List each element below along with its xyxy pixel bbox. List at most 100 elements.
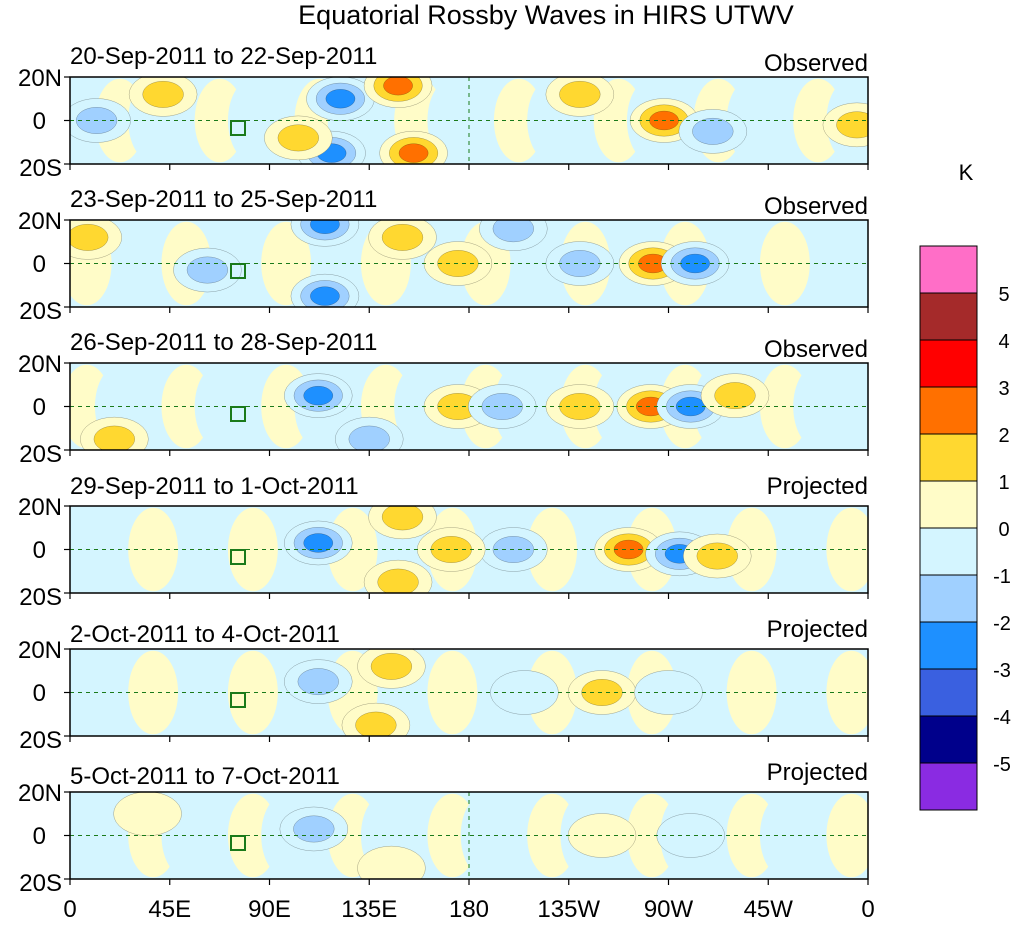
anomaly-band [70, 793, 112, 878]
anomaly-contour [656, 813, 725, 858]
anomaly-contour [357, 845, 426, 879]
anomaly-contour [398, 143, 429, 163]
anomaly-contour [293, 815, 335, 843]
anomaly-contour [381, 506, 424, 531]
colorbar-level-label: -4 [993, 707, 1011, 729]
anomaly-contour [377, 568, 419, 593]
anomaly-contour [692, 117, 734, 145]
panel-kind-label: Observed [764, 50, 868, 77]
date-range-label: 29-Sep-2011 to 1-Oct-2011 [70, 473, 359, 500]
y-tick-label: 20S [19, 441, 62, 468]
y-tick-label: 0 [33, 251, 46, 278]
anomaly-field [70, 363, 868, 450]
anomaly-contour [696, 542, 738, 570]
colorbar-level-label: 5 [998, 284, 1009, 306]
anomaly-contour [490, 670, 559, 715]
y-tick-label: 20N [18, 65, 62, 92]
date-range-label: 20-Sep-2011 to 22-Sep-2011 [70, 43, 377, 70]
chart-title: Equatorial Rossby Waves in HIRS UTWV [298, 0, 794, 30]
anomaly-field [70, 77, 868, 164]
y-tick-label: 0 [33, 823, 46, 850]
panel-1: 20-Sep-2011 to 22-Sep-2011 Observed 20N … [18, 43, 869, 182]
date-range-label: 23-Sep-2011 to 25-Sep-2011 [70, 186, 377, 213]
y-tick-label: 20N [18, 494, 62, 521]
y-tick-label: 20N [18, 208, 62, 235]
anomaly-contour [714, 382, 756, 410]
y-tick-label: 20S [19, 298, 62, 325]
anomaly-contour [93, 425, 135, 450]
colorbar-level-label: 4 [998, 331, 1009, 353]
anomaly-contour [142, 80, 184, 108]
panel-5: 2-Oct-2011 to 4-Oct-2011 Projected 20N 0… [18, 616, 869, 754]
anomaly-field [70, 220, 868, 307]
anomaly-band [793, 364, 844, 449]
y-tick-label: 20S [19, 155, 62, 182]
anomaly-contour [113, 792, 182, 836]
anomaly-band [394, 364, 445, 449]
panel-ticks [64, 791, 869, 885]
colorbar-swatch [919, 292, 978, 341]
x-tick-label: 45E [148, 896, 191, 923]
panel-4: 29-Sep-2011 to 1-Oct-2011 Projected 20N … [18, 473, 869, 611]
anomaly-band [227, 507, 278, 592]
panel-2: 23-Sep-2011 to 25-Sep-2011 Observed 20N … [18, 186, 869, 325]
y-tick-label: 0 [33, 537, 46, 564]
y-tick-label: 20N [18, 780, 62, 807]
colorbar-swatch [919, 433, 978, 482]
anomaly-contour [297, 668, 339, 696]
anomaly-contour [310, 286, 340, 306]
anomaly-contour [355, 711, 397, 736]
y-tick-label: 20S [19, 584, 62, 611]
anomaly-contour [634, 670, 703, 715]
panel-ticks [64, 505, 869, 599]
colorbar-swatch [919, 715, 978, 764]
colorbar-level-label: -3 [993, 660, 1011, 682]
anomaly-contour [836, 111, 868, 139]
date-range-label: 5-Oct-2011 to 7-Oct-2011 [70, 763, 340, 790]
anomaly-contour [559, 250, 601, 277]
x-tick-label: 90W [644, 896, 694, 923]
anomaly-contour [325, 89, 356, 109]
colorbar-level-label: -5 [993, 754, 1011, 776]
anomaly-field [70, 506, 868, 593]
anomaly-contour [492, 220, 534, 243]
x-tick-label: 0 [63, 896, 76, 923]
colorbar-level-label: 1 [998, 472, 1009, 494]
panel-3: 26-Sep-2011 to 28-Sep-2011 Observed 20N … [18, 329, 869, 468]
colorbar-swatch [919, 668, 978, 717]
y-tick-label: 20N [18, 637, 62, 664]
anomaly-contour [348, 425, 390, 450]
x-tick-label: 180 [449, 896, 489, 923]
colorbar-units-label: K [959, 160, 974, 185]
colorbar: K 5 4 3 2 1 0 -1 -2 -3 -4 -5 [919, 160, 1011, 811]
anomaly-contour [559, 393, 601, 420]
date-range-label: 2-Oct-2011 to 4-Oct-2011 [70, 621, 340, 648]
y-tick-label: 20S [19, 870, 62, 897]
colorbar-swatch [919, 245, 978, 294]
anomaly-band [227, 650, 278, 735]
panel-kind-label: Observed [764, 193, 868, 220]
x-tick-label: 135W [537, 896, 600, 923]
anomaly-contour [303, 385, 334, 406]
x-tick-label: 45W [744, 896, 794, 923]
x-tick-label: 135E [341, 896, 397, 923]
y-tick-label: 0 [33, 108, 46, 135]
anomaly-contour [310, 220, 340, 235]
y-tick-label: 20S [19, 727, 62, 754]
colorbar-swatch [919, 574, 978, 623]
colorbar-level-label: -1 [993, 566, 1011, 588]
date-range-label: 26-Sep-2011 to 28-Sep-2011 [70, 329, 377, 356]
anomaly-contour [186, 256, 229, 284]
panel-ticks [64, 76, 869, 170]
panel-ticks [64, 648, 869, 742]
y-tick-label: 0 [33, 394, 46, 421]
colorbar-swatch [919, 527, 978, 576]
colorbar-swatch [919, 339, 978, 388]
anomaly-contour [303, 533, 334, 553]
colorbar-level-label: 0 [998, 519, 1009, 541]
panel-ticks [64, 362, 869, 456]
colorbar-level-label: 3 [998, 378, 1009, 400]
colorbar-swatch [919, 480, 978, 529]
anomaly-contour [370, 652, 413, 680]
anomaly-contour [277, 124, 319, 152]
